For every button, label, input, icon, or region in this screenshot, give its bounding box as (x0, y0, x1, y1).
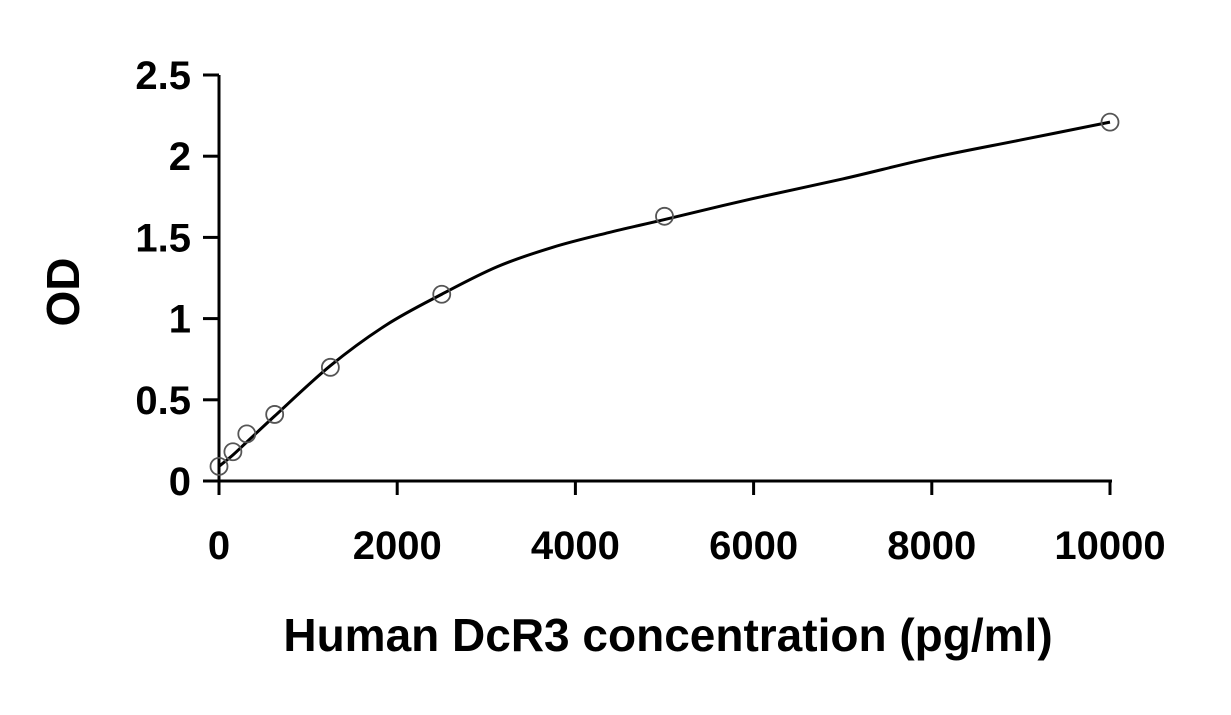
x-tick-label: 6000 (709, 524, 798, 568)
axes (217, 75, 1112, 493)
data-point (432, 284, 452, 304)
y-tick-label: 2.5 (135, 54, 191, 98)
y-ticks: 0 0.5 1 1.5 2 2.5 (135, 54, 219, 504)
y-tick-label: 1.5 (135, 216, 191, 260)
x-tick-label: 10000 (1054, 524, 1165, 568)
x-tick-label: 0 (208, 524, 230, 568)
y-tick-label: 0 (169, 460, 191, 504)
x-axis-title: Human DcR3 concentration (pg/ml) (283, 609, 1052, 661)
data-point (237, 424, 257, 444)
data-point (223, 442, 243, 462)
x-tick-label: 2000 (353, 524, 442, 568)
data-points-layer (209, 112, 1120, 476)
y-axis-title: OD (37, 258, 89, 327)
fit-curve (218, 120, 1111, 468)
x-tick-label: 8000 (887, 524, 976, 568)
data-point (209, 456, 229, 476)
fit-curve-layer (218, 120, 1111, 468)
data-point (1100, 112, 1120, 132)
data-point (320, 357, 340, 377)
y-tick-label: 2 (169, 135, 191, 179)
x-ticks: 0 2000 4000 6000 8000 10000 (208, 481, 1166, 568)
data-point (265, 405, 285, 424)
y-tick-label: 0.5 (135, 379, 191, 423)
data-point (655, 206, 674, 226)
y-tick-label: 1 (169, 298, 191, 342)
x-tick-label: 4000 (531, 524, 620, 568)
